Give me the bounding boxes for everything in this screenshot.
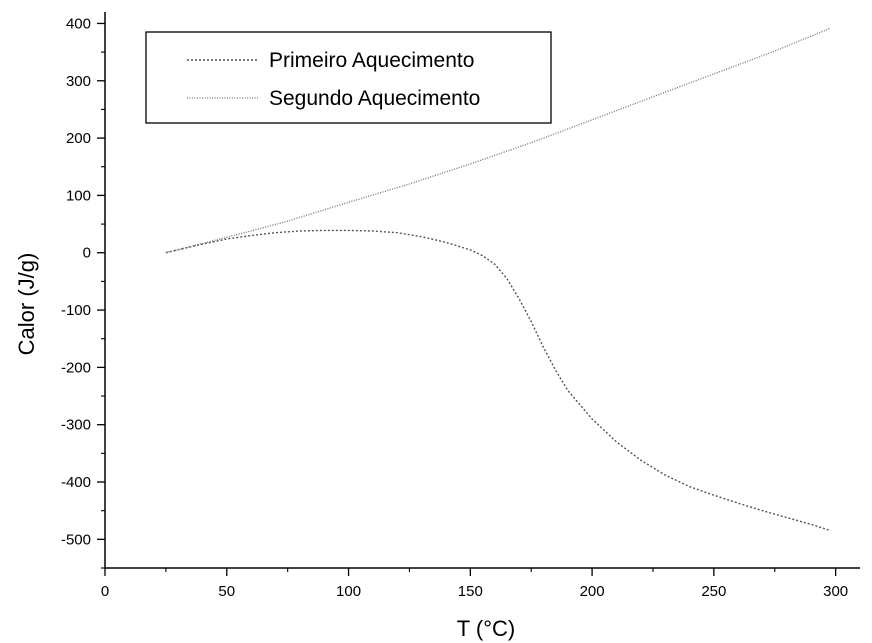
y-tick-label: -400 [61, 474, 91, 491]
x-tick-label: 200 [580, 583, 605, 600]
tick-labels: 0 50 100 150 200 250 300 400 300 200 100 0 -100 -200 -… [61, 15, 848, 600]
x-axis-title: T (°C) [457, 616, 516, 641]
axes [104, 12, 860, 569]
y-tick-label: 100 [66, 187, 91, 204]
x-tick-label: 150 [458, 583, 483, 600]
y-tick-label: 0 [83, 245, 91, 262]
x-tick-label: 100 [336, 583, 361, 600]
series-line-primeiro-aquecimento [165, 229, 832, 532]
x-tick-label: 0 [101, 583, 109, 600]
y-tick-label: -500 [61, 531, 91, 548]
y-axis-title: Calor (J/g) [14, 253, 39, 356]
series-line-segundo-aquecimento [165, 27, 832, 254]
x-tick-label: 50 [218, 583, 235, 600]
series-lines [165, 27, 832, 532]
legend-label-primeiro: Primeiro Aquecimento [269, 49, 474, 72]
x-tick-label: 250 [701, 583, 726, 600]
tick-marks [97, 22, 837, 576]
y-tick-label: 300 [66, 73, 91, 90]
y-tick-label: -300 [61, 417, 91, 434]
legend-box [145, 31, 552, 124]
y-tick-label: -100 [61, 302, 91, 319]
legend-label-segundo: Segundo Aquecimento [269, 87, 480, 110]
y-tick-label: -200 [61, 359, 91, 376]
x-tick-label: 300 [823, 583, 848, 600]
y-tick-label: 200 [66, 130, 91, 147]
legend: Primeiro Aquecimento Segundo Aquecimento [145, 31, 552, 124]
y-tick-label: 400 [66, 15, 91, 32]
